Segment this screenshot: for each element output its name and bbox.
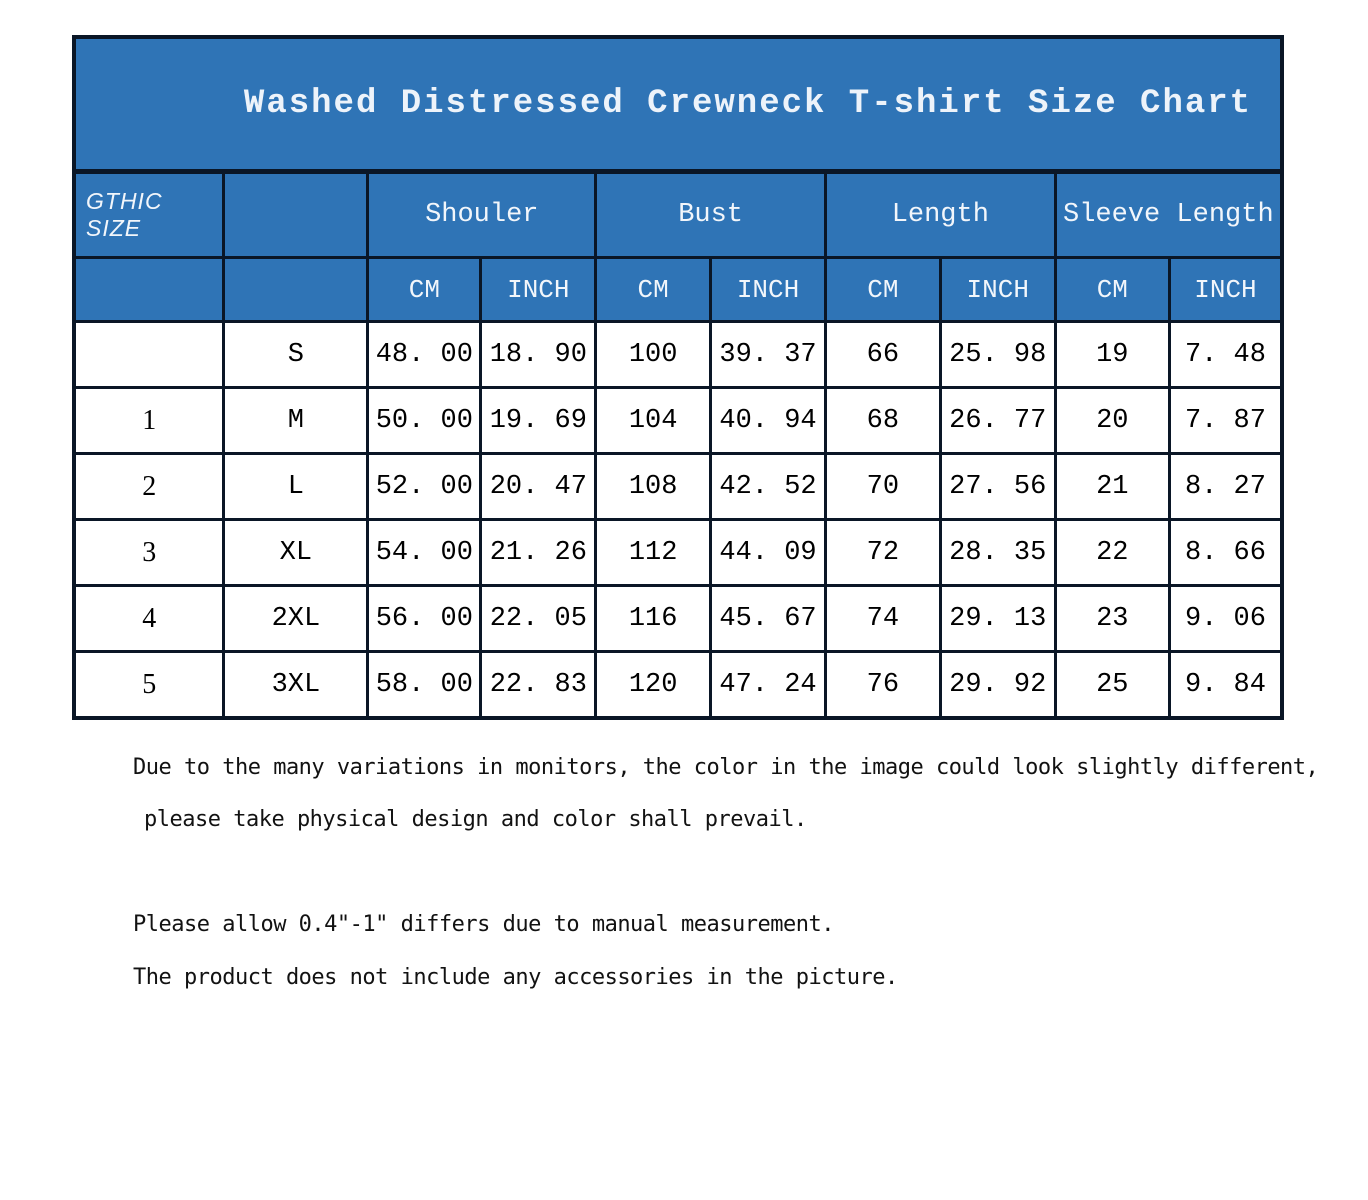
- col-group-bust: Bust: [594, 170, 827, 259]
- chart-title: Washed Distressed Crewneck T-shirt Size …: [72, 35, 1284, 174]
- brand-size-label: GTHIC SIZE: [72, 170, 226, 259]
- col-group-length: Length: [823, 170, 1057, 259]
- cell-length-cm: 76: [823, 650, 942, 720]
- cell-length-inch: 25. 98: [938, 320, 1057, 389]
- cell-shoulder-inch: 22. 83: [479, 650, 598, 720]
- unit-header-cm: CM: [594, 256, 713, 323]
- cell-length-cm: 72: [823, 518, 942, 587]
- cell-shoulder-cm: 48. 00: [366, 320, 483, 389]
- cell-length-inch: 29. 13: [938, 584, 1057, 653]
- cell-shoulder-inch: 21. 26: [479, 518, 598, 587]
- unit-header-inch: INCH: [479, 256, 598, 323]
- blank-unit-cell: [72, 256, 226, 323]
- cell-shoulder-cm: 52. 00: [366, 452, 483, 521]
- cell-sleeve-inch: 8. 27: [1167, 452, 1284, 521]
- unit-header-cm: CM: [366, 256, 483, 323]
- note-monitor-variation-line2: please take physical design and color sh…: [144, 807, 807, 832]
- cell-index: 3: [72, 518, 226, 587]
- cell-bust-cm: 120: [594, 650, 713, 720]
- blank-header-cell: [222, 170, 370, 259]
- table-row: Washed Distressed Crewneck T-shirt Size …: [72, 35, 1284, 174]
- note-accessories: The product does not include any accesso…: [133, 965, 898, 990]
- cell-index: 1: [72, 386, 226, 455]
- cell-sleeve-cm: 22: [1053, 518, 1171, 587]
- cell-shoulder-cm: 56. 00: [366, 584, 483, 653]
- cell-length-cm: 66: [823, 320, 942, 389]
- cell-shoulder-inch: 19. 69: [479, 386, 598, 455]
- cell-length-cm: 68: [823, 386, 942, 455]
- col-group-sleeve-length: Sleeve Length: [1053, 170, 1284, 259]
- cell-bust-inch: 40. 94: [709, 386, 827, 455]
- cell-sleeve-inch: 8. 66: [1167, 518, 1284, 587]
- unit-header-cm: CM: [823, 256, 942, 323]
- cell-sleeve-inch: 7. 87: [1167, 386, 1284, 455]
- cell-shoulder-inch: 20. 47: [479, 452, 598, 521]
- cell-size: 2XL: [222, 584, 370, 653]
- cell-sleeve-inch: 7. 48: [1167, 320, 1284, 389]
- col-group-shoulder: Shouler: [366, 170, 598, 259]
- cell-bust-inch: 45. 67: [709, 584, 827, 653]
- table-row: CM INCH CM INCH CM INCH CM INCH: [72, 256, 1284, 323]
- unit-header-cm: CM: [1053, 256, 1171, 323]
- cell-size: L: [222, 452, 370, 521]
- table-row: 5 3XL 58. 00 22. 83 120 47. 24 76 29. 92…: [72, 650, 1284, 720]
- cell-bust-inch: 44. 09: [709, 518, 827, 587]
- table-row: 2 L 52. 00 20. 47 108 42. 52 70 27. 56 2…: [72, 452, 1284, 521]
- cell-bust-inch: 47. 24: [709, 650, 827, 720]
- cell-length-inch: 28. 35: [938, 518, 1057, 587]
- unit-header-inch: INCH: [1167, 256, 1284, 323]
- cell-index: 5: [72, 650, 226, 720]
- cell-length-cm: 70: [823, 452, 942, 521]
- cell-sleeve-cm: 20: [1053, 386, 1171, 455]
- cell-bust-cm: 100: [594, 320, 713, 389]
- cell-bust-cm: 104: [594, 386, 713, 455]
- blank-unit-cell: [222, 256, 370, 323]
- cell-shoulder-cm: 54. 00: [366, 518, 483, 587]
- cell-length-inch: 29. 92: [938, 650, 1057, 720]
- note-manual-measurement: Please allow 0.4"-1" differs due to manu…: [133, 912, 834, 937]
- cell-length-inch: 26. 77: [938, 386, 1057, 455]
- cell-bust-cm: 116: [594, 584, 713, 653]
- cell-index: 2: [72, 452, 226, 521]
- cell-index: 4: [72, 584, 226, 653]
- table-row: GTHIC SIZE Shouler Bust Length Sleeve Le…: [72, 170, 1284, 259]
- cell-bust-cm: 112: [594, 518, 713, 587]
- cell-length-inch: 27. 56: [938, 452, 1057, 521]
- table-row: S 48. 00 18. 90 100 39. 37 66 25. 98 19 …: [72, 320, 1284, 389]
- cell-bust-cm: 108: [594, 452, 713, 521]
- unit-header-inch: INCH: [709, 256, 827, 323]
- cell-sleeve-cm: 23: [1053, 584, 1171, 653]
- cell-size: M: [222, 386, 370, 455]
- size-chart-table: Washed Distressed Crewneck T-shirt Size …: [72, 35, 1284, 720]
- cell-length-cm: 74: [823, 584, 942, 653]
- cell-size: S: [222, 320, 370, 389]
- cell-size: 3XL: [222, 650, 370, 720]
- cell-shoulder-cm: 50. 00: [366, 386, 483, 455]
- cell-sleeve-inch: 9. 06: [1167, 584, 1284, 653]
- table-row: 3 XL 54. 00 21. 26 112 44. 09 72 28. 35 …: [72, 518, 1284, 587]
- cell-size: XL: [222, 518, 370, 587]
- table-row: 1 M 50. 00 19. 69 104 40. 94 68 26. 77 2…: [72, 386, 1284, 455]
- cell-sleeve-cm: 25: [1053, 650, 1171, 720]
- cell-shoulder-inch: 22. 05: [479, 584, 598, 653]
- cell-bust-inch: 39. 37: [709, 320, 827, 389]
- cell-index: [72, 320, 226, 389]
- cell-shoulder-inch: 18. 90: [479, 320, 598, 389]
- cell-sleeve-cm: 21: [1053, 452, 1171, 521]
- cell-shoulder-cm: 58. 00: [366, 650, 483, 720]
- note-monitor-variation-line1: Due to the many variations in monitors, …: [133, 755, 1319, 780]
- cell-sleeve-inch: 9. 84: [1167, 650, 1284, 720]
- table-row: 4 2XL 56. 00 22. 05 116 45. 67 74 29. 13…: [72, 584, 1284, 653]
- cell-sleeve-cm: 19: [1053, 320, 1171, 389]
- unit-header-inch: INCH: [938, 256, 1057, 323]
- cell-bust-inch: 42. 52: [709, 452, 827, 521]
